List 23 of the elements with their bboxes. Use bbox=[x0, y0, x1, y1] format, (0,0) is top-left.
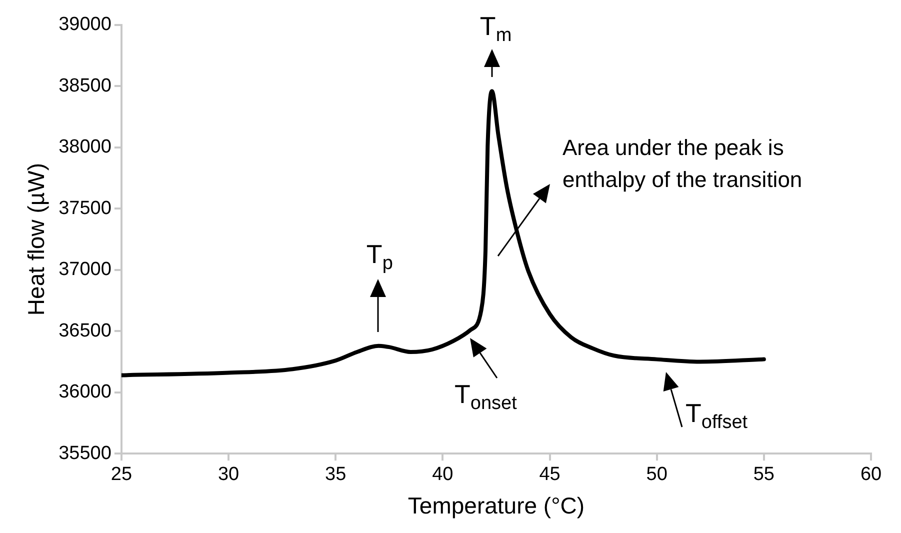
annotation: T$_{onset}$ bbox=[454, 378, 517, 415]
annotation: T$_{p}$ bbox=[366, 239, 393, 276]
x-tick-label: 30 bbox=[218, 464, 240, 486]
y-tick-label: 36500 bbox=[58, 320, 112, 342]
y-tick-label: 38000 bbox=[58, 136, 112, 158]
x-tick-label: 35 bbox=[325, 464, 346, 486]
y-tick-label: 38500 bbox=[58, 75, 112, 96]
y-tick-label: 39000 bbox=[58, 14, 112, 36]
y-tick-label: 35500 bbox=[58, 442, 112, 464]
x-tick-label: 60 bbox=[860, 464, 882, 486]
x-tick-label: 25 bbox=[110, 464, 132, 486]
y-tick-label: 36000 bbox=[58, 382, 112, 403]
x-axis-title: Temperature (°C) bbox=[408, 492, 585, 519]
x-tick-label: 45 bbox=[539, 464, 560, 486]
annotation: T$_{m}$ bbox=[480, 11, 512, 48]
x-tick-label: 55 bbox=[753, 464, 774, 486]
y-tick-label: 37500 bbox=[58, 198, 112, 219]
y-tick-label: 37000 bbox=[58, 259, 112, 280]
annotation: Area under the peak is enthalpy of the transition bbox=[562, 134, 804, 194]
x-tick-label: 40 bbox=[432, 464, 454, 486]
x-tick-label: 50 bbox=[646, 464, 668, 486]
y-axis-title: Heat flow (µW) bbox=[23, 163, 50, 316]
annotation: T$_{offset}$ bbox=[686, 398, 748, 434]
